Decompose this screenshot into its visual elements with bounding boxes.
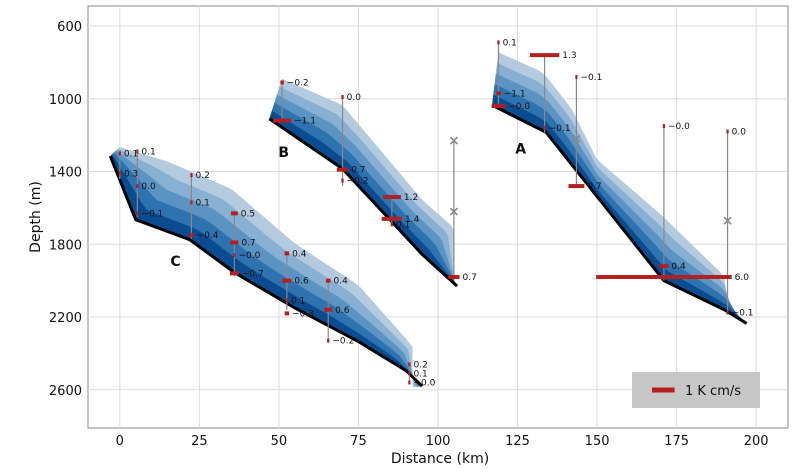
y-tick-label: 1000 [49, 93, 82, 108]
flux-value-label: 0.0 [141, 182, 156, 192]
flux-value-label: −0.0 [668, 122, 690, 132]
flux-value-label: −1.1 [294, 117, 316, 127]
y-tick-label: 1400 [49, 166, 82, 181]
flux-value-label: 0.7 [463, 273, 477, 283]
x-tick-label: 100 [426, 434, 451, 449]
section-label-B: B [278, 145, 289, 161]
flux-value-label: 0.2 [413, 360, 427, 370]
tick-labels: 0 25 50 75 100 125 150 175 200 600 1000 1400 1800 220… [49, 20, 769, 449]
flux-value-label: 0.7 [587, 182, 601, 192]
flux-value-label: 0.0 [732, 128, 747, 138]
x-tick-label: 200 [744, 434, 769, 449]
flux-value-label: −0.2 [287, 78, 309, 88]
y-tick-label: 1800 [49, 238, 82, 253]
x-tick-label: 50 [271, 434, 288, 449]
flux-value-label: −0.7 [242, 269, 264, 279]
flux-value-label: 0.4 [333, 277, 348, 287]
station-cross [449, 207, 458, 216]
flux-value-label: 0.2 [196, 171, 210, 181]
flux-value-label: −0.0 [508, 102, 530, 112]
flux-value-label: 0.7 [241, 238, 255, 248]
flux-value-label: 0.1 [396, 220, 410, 230]
flux-value-label: −0.1 [549, 124, 571, 134]
y-tick-label: 2600 [49, 384, 82, 399]
flux-value-label: 0.1 [124, 149, 138, 159]
station-cross [449, 136, 458, 145]
legend-label: 1 K cm/s [685, 384, 741, 399]
x-tick-label: 125 [505, 434, 530, 449]
flux-value-label: −0.0 [413, 379, 435, 389]
flux-value-label: 0.6 [294, 277, 309, 287]
flux-value-label: 0.0 [347, 93, 362, 103]
flux-value-label: 0.5 [241, 209, 255, 219]
value-labels: 0.1 −1.1 −0.0 1.3 −0.1 0.7 −0.1 −0.0 0.4 6.0 0.0 −0… [124, 38, 754, 388]
x-tick-label: 150 [585, 434, 610, 449]
y-tick-label: 2200 [49, 311, 82, 326]
flux-value-label: 1.3 [562, 51, 576, 61]
section-labels: A B C [170, 141, 526, 270]
flux-value-label: −0.2 [347, 177, 369, 187]
flux-value-label: −0.1 [581, 73, 603, 83]
section-label-A: A [515, 141, 526, 157]
flux-value-label: 1.4 [405, 215, 420, 225]
flux-value-label: 0.1 [291, 297, 305, 307]
station-cross [723, 216, 732, 225]
flux-value-label: 0.7 [351, 166, 365, 176]
station-cross [572, 134, 581, 143]
flux-bars [118, 40, 732, 385]
flux-value-label: 0.1 [503, 38, 517, 48]
x-tick-label: 175 [664, 434, 689, 449]
flux-value-label: −0.3 [292, 309, 314, 319]
flux-value-label: 6.0 [735, 273, 750, 283]
flux-value-label: 0.1 [141, 148, 155, 158]
flux-value-label: −0.2 [332, 337, 354, 347]
section-label-C: C [170, 254, 180, 270]
y-tick-label: 600 [57, 20, 82, 35]
flux-value-label: 0.1 [413, 369, 427, 379]
flux-value-label: −0.4 [197, 231, 219, 241]
flux-value-label: −0.1 [732, 308, 754, 318]
flux-value-label: −0.0 [238, 251, 260, 261]
section-C-band [110, 154, 423, 387]
section-C-seafloor [108, 155, 424, 388]
legend: 1 K cm/s [632, 372, 760, 408]
flux-value-label: 0.6 [335, 306, 350, 316]
flux-value-label: −1.1 [504, 89, 526, 99]
flux-value-label: 0.4 [671, 262, 686, 272]
x-tick-label: 75 [350, 434, 367, 449]
x-axis-title: Distance (km) [391, 451, 489, 467]
x-tick-label: 25 [191, 434, 208, 449]
y-axis-title: Depth (m) [28, 181, 44, 253]
x-tick-label: 0 [116, 434, 124, 449]
flux-value-label: −0.1 [141, 209, 163, 219]
flux-value-label: 0.1 [196, 198, 210, 208]
flux-value-label: 0.4 [292, 249, 307, 259]
flux-value-label: 0.3 [124, 169, 138, 179]
section-B-seafloor [268, 117, 459, 288]
flux-value-label: 1.2 [404, 193, 418, 203]
